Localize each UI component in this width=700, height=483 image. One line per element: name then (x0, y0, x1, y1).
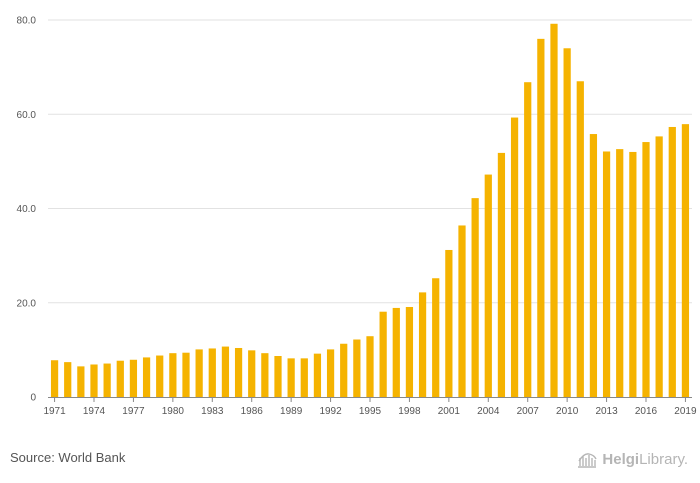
bar-1982[interactable] (195, 349, 203, 397)
x-tick-label: 1971 (43, 406, 66, 417)
x-tick-label: 1992 (319, 406, 342, 417)
x-tick-label: 2007 (517, 406, 540, 417)
x-tick-label: 1983 (201, 406, 224, 417)
bar-1973[interactable] (77, 366, 85, 397)
x-tick-label: 1998 (398, 406, 421, 417)
bar-1974[interactable] (90, 364, 98, 397)
bar-2015[interactable] (629, 151, 637, 397)
bar-2000[interactable] (432, 278, 440, 397)
bar-1986[interactable] (248, 350, 256, 397)
bar-1987[interactable] (261, 353, 269, 397)
x-tick-label: 2010 (556, 406, 579, 417)
y-tick-label: 80.0 (17, 16, 37, 27)
bar-1995[interactable] (366, 336, 374, 397)
bar-2006[interactable] (510, 117, 519, 397)
bar-1977[interactable] (129, 359, 138, 397)
bar-2005[interactable] (497, 152, 506, 397)
x-tick-label: 2019 (674, 406, 697, 417)
bar-1989[interactable] (287, 358, 295, 397)
bar-1992[interactable] (326, 349, 335, 397)
bar-1983[interactable] (208, 348, 216, 397)
x-tick-label: 2016 (635, 406, 658, 417)
x-axis-ticks: 1971 1974 1977 1980 1983 1986 1989 1992 1995 1998… (43, 397, 697, 417)
bar-2004[interactable] (484, 174, 492, 397)
bar-2003[interactable] (471, 198, 479, 397)
bars (50, 23, 690, 398)
x-tick-label: 2004 (477, 406, 500, 417)
bar-2007[interactable] (524, 82, 532, 397)
brand-logo[interactable]: HelgiLibrary. (576, 448, 688, 470)
x-tick-label: 2001 (438, 406, 461, 417)
bar-2011[interactable] (576, 81, 584, 397)
bar-2009[interactable] (550, 23, 558, 398)
bar-1971[interactable] (50, 360, 59, 397)
bar-1996[interactable] (379, 311, 387, 397)
x-tick-label: 2013 (595, 406, 618, 417)
bar-2010[interactable] (563, 48, 571, 398)
bar-1988[interactable] (274, 356, 282, 397)
brand-name: Helgi (602, 450, 640, 468)
y-tick-label: 20.0 (17, 298, 37, 309)
bar-chart: 020.040.060.080.0 1971 1974 1977 1980 1983 19… (17, 16, 697, 418)
x-tick-label: 1995 (359, 406, 382, 417)
bar-1980[interactable] (169, 353, 177, 397)
bar-1993[interactable] (340, 343, 348, 397)
source-note: Source: World Bank (10, 450, 126, 465)
bar-1998[interactable] (405, 306, 414, 397)
bar-1985[interactable] (234, 347, 243, 397)
brand-suffix: Library. (639, 450, 688, 468)
bar-1979[interactable] (156, 355, 164, 397)
x-tick-label: 1980 (162, 406, 185, 417)
bar-1997[interactable] (392, 307, 400, 397)
bar-2012[interactable] (589, 134, 598, 398)
gridlines (48, 19, 692, 304)
bar-2008[interactable] (537, 38, 545, 397)
bar-2018[interactable] (668, 126, 676, 397)
bar-1994[interactable] (353, 339, 361, 397)
x-tick-label: 1974 (83, 406, 106, 417)
bar-1975[interactable] (103, 363, 111, 397)
y-tick-label: 0 (30, 393, 36, 404)
bar-2016[interactable] (642, 142, 650, 397)
bar-1991[interactable] (313, 353, 322, 397)
bar-1978[interactable] (142, 357, 151, 397)
bar-1976[interactable] (116, 360, 124, 397)
x-tick-label: 1977 (122, 406, 145, 417)
y-tick-label: 40.0 (17, 204, 37, 215)
x-tick-label: 1989 (280, 406, 303, 417)
y-axis-ticks: 0 20.0 40.0 60.0 80.0 (17, 16, 37, 404)
bar-2001[interactable] (445, 249, 453, 397)
bar-1984[interactable] (221, 346, 230, 397)
y-tick-label: 60.0 (17, 110, 37, 121)
bar-1972[interactable] (64, 362, 72, 397)
bar-1999[interactable] (418, 292, 427, 397)
bar-2002[interactable] (458, 225, 466, 397)
bar-2019[interactable] (681, 124, 690, 398)
bar-1990[interactable] (300, 358, 308, 397)
bar-2014[interactable] (616, 149, 624, 397)
x-tick-label: 1986 (241, 406, 264, 417)
bar-2013[interactable] (602, 151, 611, 397)
library-icon (578, 453, 598, 468)
bar-2017[interactable] (655, 136, 663, 397)
bar-1981[interactable] (182, 352, 190, 397)
